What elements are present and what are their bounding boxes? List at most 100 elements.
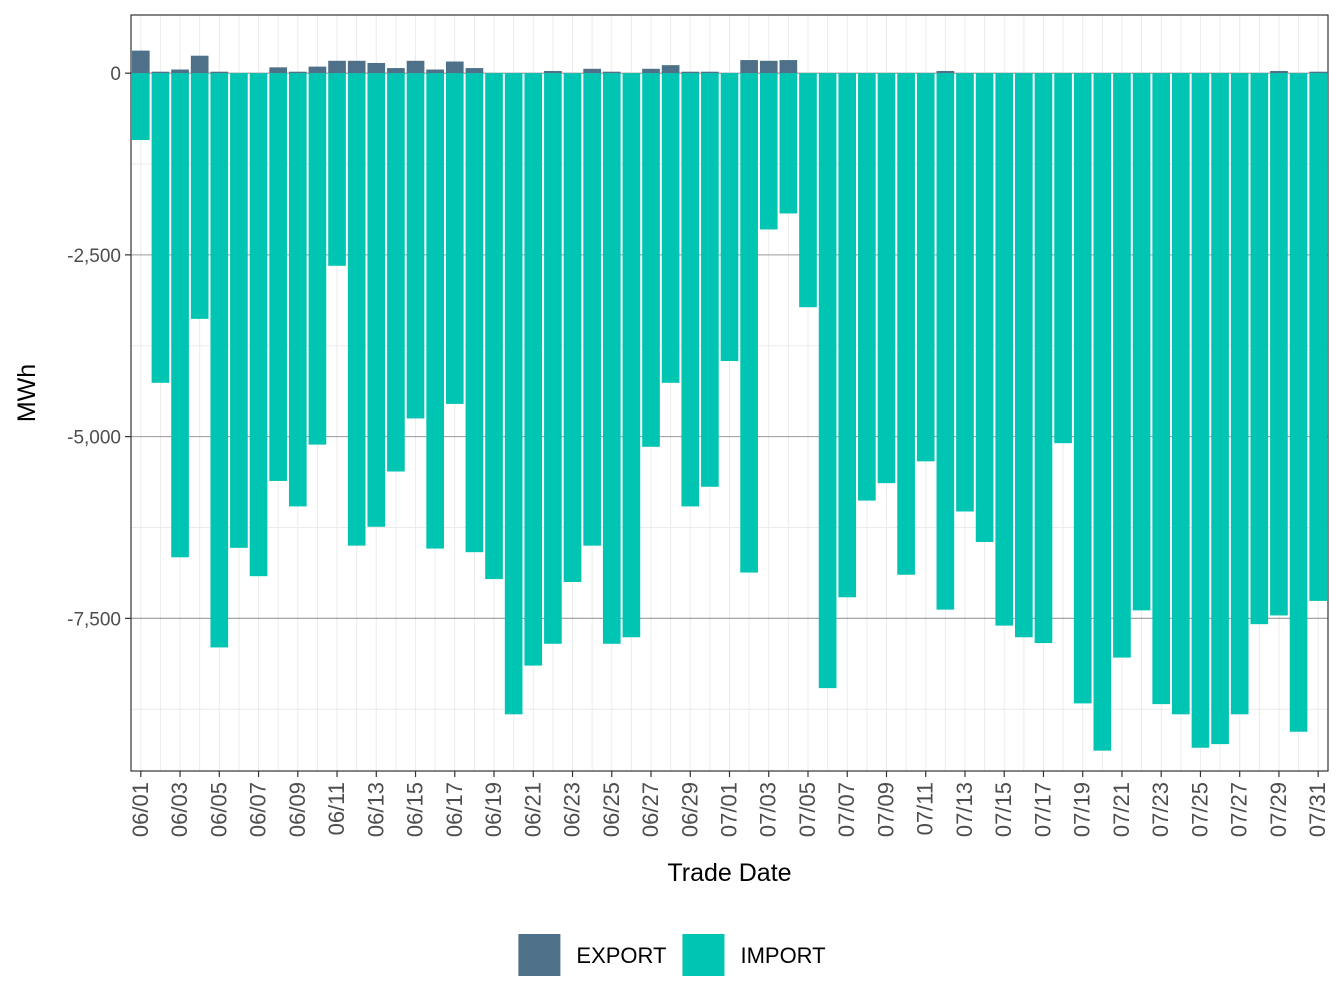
x-tick-label: 06/03 [167, 782, 192, 837]
bar-import-06-18 [465, 73, 484, 553]
bar-import-07-25 [1191, 73, 1210, 748]
bar-import-07-12 [936, 73, 955, 610]
bar-import-06-05 [210, 73, 229, 648]
y-tick-label: -7,500 [67, 609, 121, 630]
x-tick-label: 06/05 [206, 782, 231, 837]
bar-import-06-24 [583, 73, 601, 546]
bar-import-07-31 [1309, 73, 1328, 601]
x-tick-label: 06/29 [677, 782, 702, 837]
bar-import-07-16 [1015, 73, 1033, 638]
x-tick-label: 06/13 [363, 782, 388, 837]
x-tick-label: 07/09 [873, 782, 898, 837]
bar-import-06-21 [524, 73, 543, 666]
bar-import-07-22 [1132, 73, 1151, 611]
bar-export-06-08 [269, 67, 288, 74]
bar-import-06-16 [426, 73, 444, 549]
bar-export-06-29 [681, 71, 700, 74]
bar-import-06-27 [642, 73, 660, 447]
x-tick-label: 07/17 [1030, 782, 1055, 837]
x-axis: 06/01 06/03 06/05 06/07 06/09 06/11 06/13 06/15… [128, 771, 1330, 837]
bar-import-07-05 [799, 73, 817, 308]
bar-import-07-19 [1073, 73, 1092, 704]
bar-import-07-18 [1054, 73, 1072, 444]
bar-export-07-31 [1309, 71, 1328, 74]
legend-key-export [518, 934, 561, 976]
bar-export-06-25 [602, 71, 621, 74]
bar-import-06-20 [504, 73, 523, 715]
bar-import-06-07 [249, 73, 268, 577]
bar-export-06-05 [210, 71, 229, 74]
bar-import-06-23 [563, 73, 582, 583]
bar-import-06-28 [661, 73, 680, 383]
y-axis: 0 -2,500 -5,000 -7,500 [67, 64, 131, 630]
bar-import-07-03 [759, 73, 778, 230]
x-axis-title: Trade Date [667, 859, 791, 887]
x-tick-label: 07/29 [1266, 782, 1291, 837]
x-tick-label: 07/11 [913, 782, 938, 835]
y-tick-label: -2,500 [67, 246, 121, 267]
bar-import-06-10 [308, 73, 327, 445]
bar-import-07-06 [818, 73, 837, 689]
bar-import-07-07 [838, 73, 857, 598]
x-tick-label: 07/01 [717, 782, 742, 837]
x-tick-label: 07/07 [834, 782, 859, 837]
bar-import-07-26 [1211, 73, 1229, 745]
legend: EXPORT IMPORT [518, 934, 826, 976]
bar-export-06-28 [661, 65, 680, 74]
bars-group [131, 50, 1328, 751]
x-tick-label: 06/11 [324, 782, 349, 835]
x-tick-label: 06/15 [403, 782, 428, 837]
legend-key-import [682, 934, 725, 976]
x-tick-label: 07/21 [1109, 782, 1134, 837]
x-tick-label: 06/23 [560, 782, 585, 837]
y-tick-label: 0 [110, 64, 121, 85]
bar-export-06-01 [131, 50, 150, 74]
x-tick-label: 07/19 [1070, 782, 1095, 837]
y-tick-label: -5,000 [67, 428, 121, 449]
bar-import-06-11 [328, 73, 346, 266]
bar-import-06-06 [230, 73, 248, 548]
bar-import-06-15 [406, 73, 425, 419]
y-axis-title: MWh [13, 364, 41, 422]
bar-import-07-30 [1289, 73, 1308, 732]
bar-import-07-08 [858, 73, 876, 501]
bar-export-06-15 [406, 60, 425, 74]
bar-import-07-21 [1113, 73, 1131, 658]
x-tick-label: 07/05 [795, 782, 820, 837]
x-tick-label: 06/07 [246, 782, 271, 837]
bar-export-06-12 [347, 60, 366, 74]
bar-import-06-14 [387, 73, 405, 472]
bar-import-07-04 [779, 73, 798, 214]
bar-import-06-01 [131, 73, 150, 141]
bar-export-06-18 [465, 68, 484, 74]
bar-export-06-14 [387, 68, 405, 74]
x-tick-label: 07/23 [1148, 782, 1173, 837]
bar-import-06-17 [445, 73, 464, 404]
bar-import-07-29 [1270, 73, 1288, 616]
bar-import-06-26 [622, 73, 641, 638]
bar-import-06-09 [288, 73, 307, 507]
bar-export-06-04 [190, 55, 209, 74]
x-tick-label: 06/19 [481, 782, 506, 837]
bar-export-06-09 [288, 71, 307, 74]
bar-import-07-28 [1250, 73, 1269, 625]
x-tick-label: 06/27 [638, 782, 663, 837]
bar-import-07-09 [877, 73, 896, 484]
bar-import-06-30 [701, 73, 719, 487]
bar-export-07-02 [740, 60, 758, 74]
bar-import-07-02 [740, 73, 758, 573]
bar-import-06-22 [544, 73, 562, 644]
bar-export-06-17 [445, 61, 464, 74]
x-tick-label: 06/25 [599, 782, 624, 837]
bar-import-06-12 [347, 73, 366, 546]
bar-import-07-13 [956, 73, 974, 512]
bar-export-06-22 [544, 70, 562, 74]
bar-export-07-04 [779, 60, 798, 74]
bar-import-06-29 [681, 73, 700, 507]
bar-export-06-24 [583, 68, 601, 74]
bar-import-07-23 [1152, 73, 1171, 705]
x-tick-label: 06/17 [442, 782, 467, 837]
bar-import-06-03 [171, 73, 189, 558]
legend-label-import: IMPORT [740, 943, 825, 968]
